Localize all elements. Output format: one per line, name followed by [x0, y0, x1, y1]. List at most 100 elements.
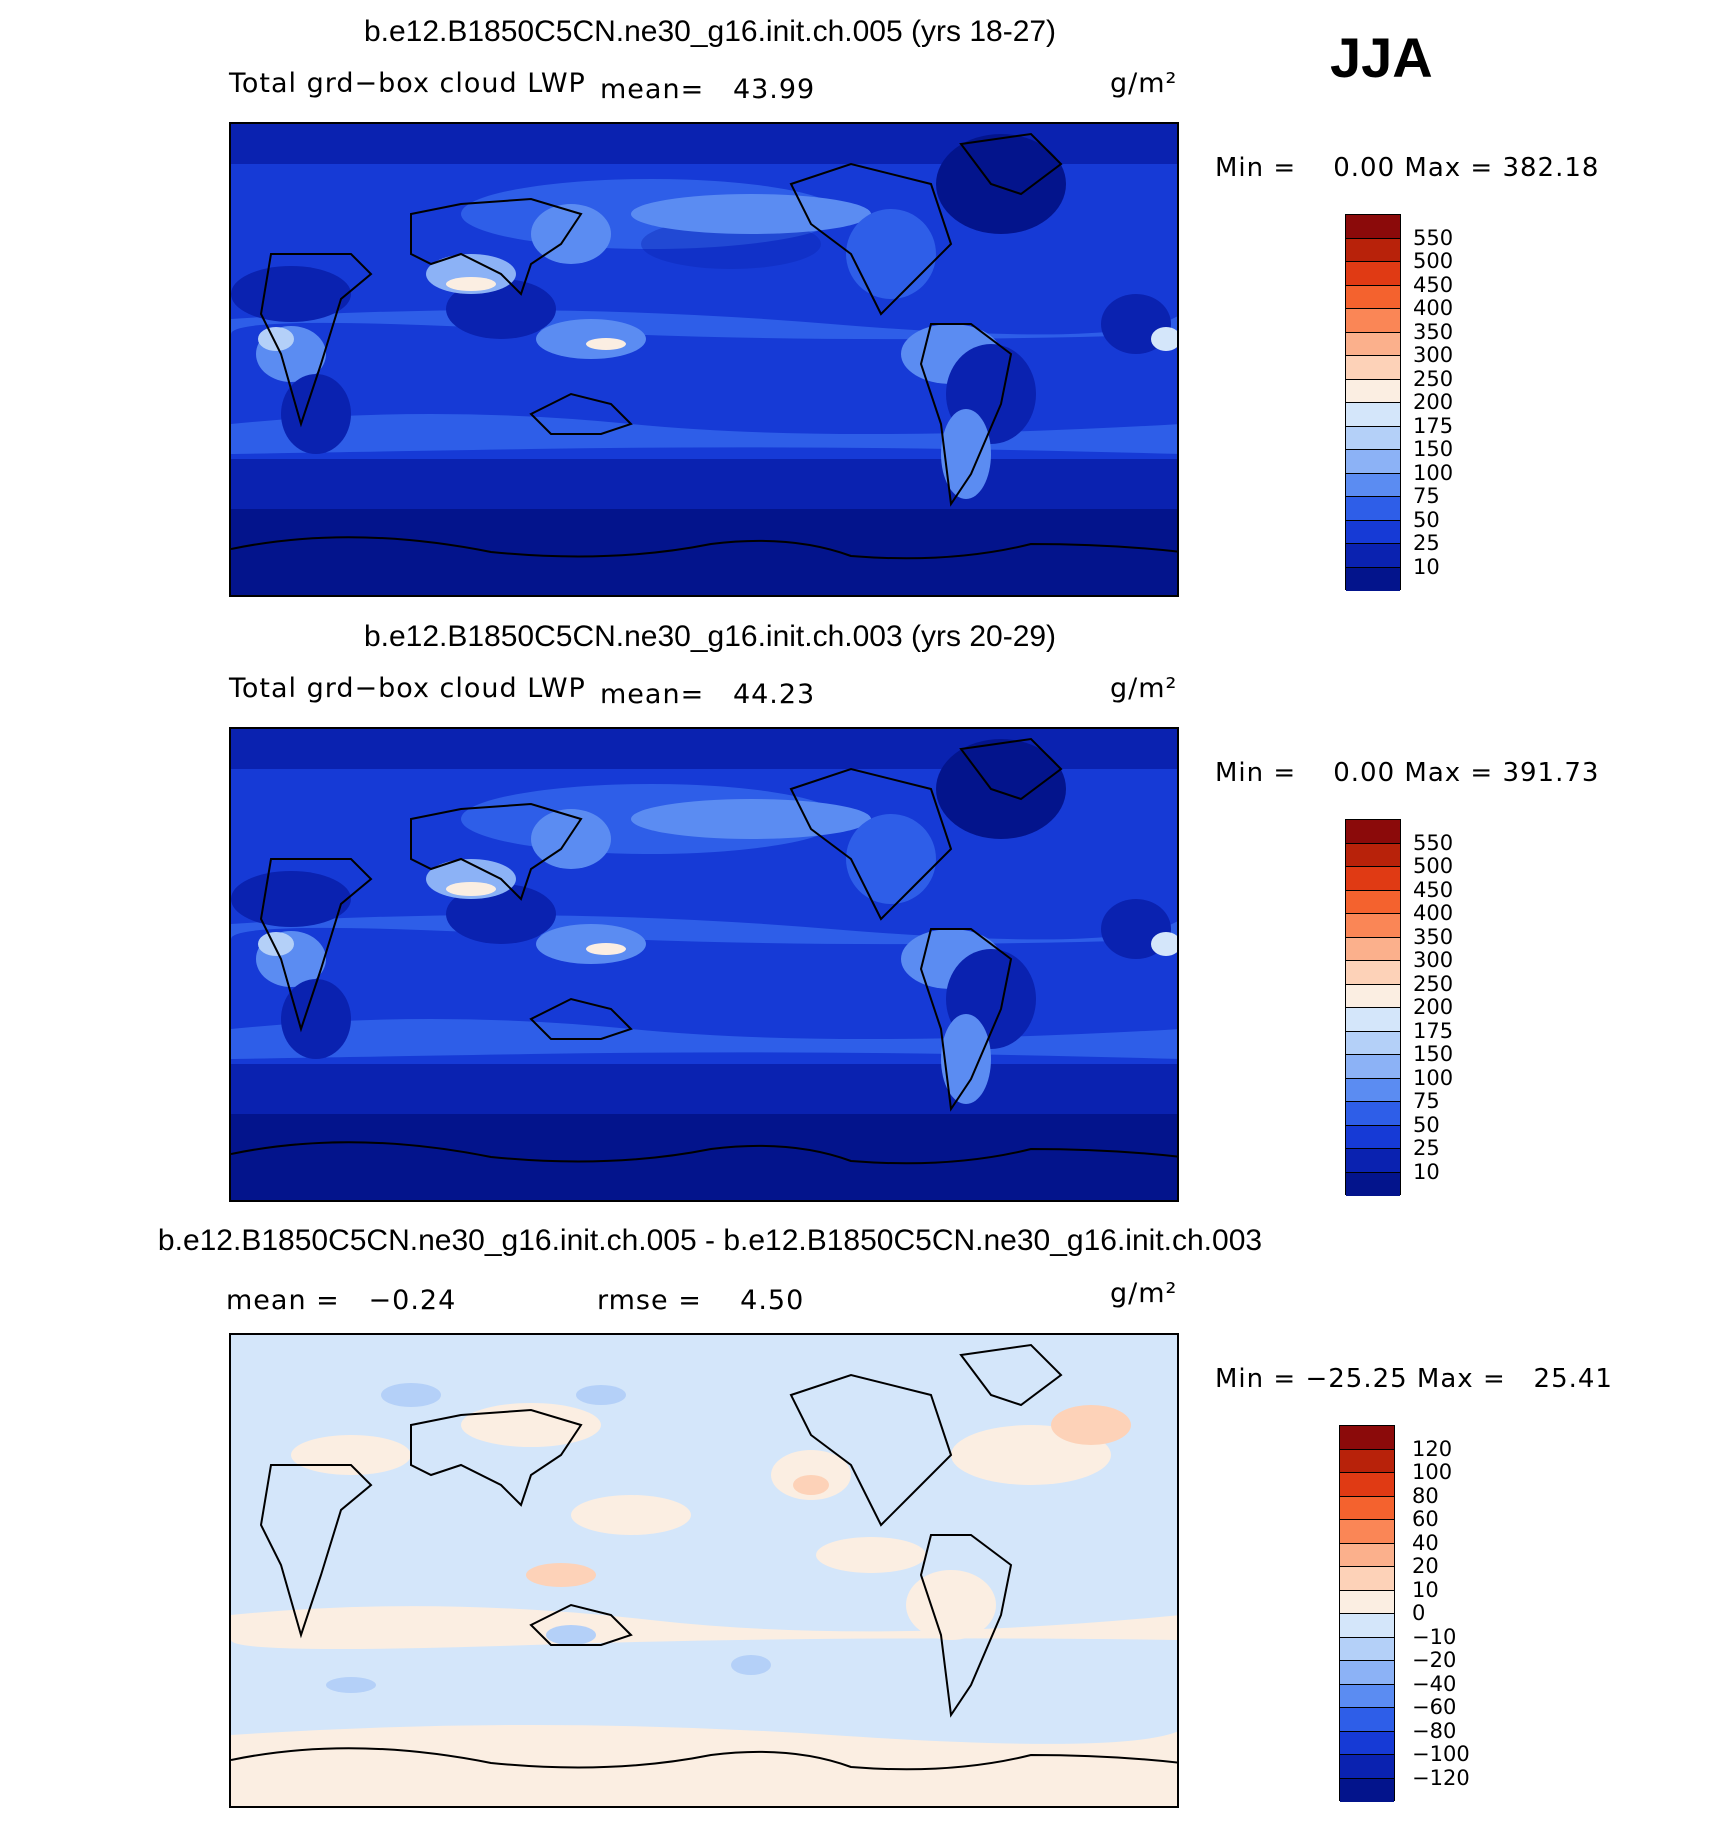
colorbar-label: 20 [1412, 1554, 1439, 1578]
colorbar-segment [1346, 867, 1400, 891]
colorbar-segment [1340, 1778, 1394, 1802]
colorbar-label: 120 [1412, 1436, 1453, 1461]
colorbar-segment [1340, 1755, 1394, 1779]
panel-2-variable: Total grd−box cloud LWP [229, 673, 586, 704]
colorbar-label: −10 [1412, 1624, 1457, 1649]
colorbar-label: 100 [1412, 1460, 1453, 1484]
lwp-map-1 [231, 124, 1177, 595]
panel-1-map [229, 122, 1179, 597]
colorbar-segment [1346, 937, 1400, 961]
lwp-map-2 [231, 729, 1177, 1200]
colorbar-segment [1340, 1449, 1394, 1473]
colorbar-label: 350 [1413, 319, 1454, 344]
panel-1-colorbar [1345, 214, 1401, 591]
colorbar-segment [1346, 843, 1400, 867]
colorbar-segment [1346, 1008, 1400, 1032]
colorbar-label: 100 [1413, 460, 1454, 485]
season-label: JJA [1330, 26, 1433, 89]
colorbar-label: 10 [1413, 554, 1440, 579]
colorbar-segment [1346, 262, 1400, 286]
colorbar-label: 40 [1412, 1530, 1439, 1555]
colorbar-label: −60 [1412, 1695, 1457, 1719]
colorbar-segment [1346, 914, 1400, 938]
colorbar-segment [1346, 890, 1400, 914]
colorbar-label: 500 [1413, 854, 1454, 878]
colorbar-segment [1346, 961, 1400, 985]
panel-1-mean: mean= 43.99 [600, 74, 816, 105]
colorbar-segment [1340, 1731, 1394, 1755]
colorbar-segment [1346, 1102, 1400, 1126]
colorbar-segment [1346, 215, 1400, 239]
colorbar-segment [1346, 544, 1400, 568]
colorbar-segment [1346, 1055, 1400, 1079]
colorbar-label: 150 [1413, 437, 1454, 461]
colorbar-label: 250 [1413, 366, 1454, 391]
panel-1-minmax: Min = 0.00 Max = 382.18 [1215, 153, 1600, 183]
colorbar-label: 400 [1413, 296, 1454, 320]
colorbar-label: 200 [1413, 995, 1454, 1019]
panel-2-map [229, 727, 1179, 1202]
colorbar-label: 550 [1413, 830, 1454, 855]
colorbar-segment [1340, 1567, 1394, 1591]
colorbar-label: 80 [1412, 1483, 1439, 1508]
colorbar-segment [1340, 1543, 1394, 1567]
colorbar-label: 500 [1413, 249, 1454, 273]
colorbar-label: 0 [1412, 1601, 1426, 1625]
lwp-difference-map [231, 1335, 1177, 1806]
colorbar-label: 25 [1413, 1136, 1440, 1160]
colorbar-segment [1346, 497, 1400, 521]
colorbar-segment [1340, 1426, 1394, 1450]
panel-3-map [229, 1333, 1179, 1808]
colorbar-segment [1346, 403, 1400, 427]
colorbar-label: 50 [1413, 507, 1440, 532]
colorbar-segment [1340, 1496, 1394, 1520]
colorbar-label: −80 [1412, 1718, 1457, 1743]
colorbar-segment [1346, 567, 1400, 591]
colorbar-segment [1346, 1149, 1400, 1173]
colorbar-segment [1346, 356, 1400, 380]
colorbar-label: 25 [1413, 531, 1440, 555]
colorbar-label: 75 [1413, 484, 1440, 508]
colorbar-segment [1346, 820, 1400, 844]
panel-2-colorbar [1345, 819, 1401, 1196]
colorbar-label: 175 [1413, 413, 1454, 438]
colorbar-label: 550 [1413, 225, 1454, 250]
panel-3-rmse: rmse = 4.50 [597, 1285, 805, 1316]
colorbar-segment [1346, 426, 1400, 450]
panel-3-title: b.e12.B1850C5CN.ne30_g16.init.ch.005 - b… [157, 1224, 1263, 1257]
colorbar-label: 10 [1412, 1577, 1439, 1602]
colorbar-label: 50 [1413, 1112, 1440, 1137]
colorbar-segment [1340, 1661, 1394, 1685]
colorbar-label: 350 [1413, 924, 1454, 949]
colorbar-segment [1346, 520, 1400, 544]
panel-2-mean: mean= 44.23 [600, 679, 816, 710]
colorbar-segment [1346, 238, 1400, 262]
colorbar-label: −40 [1412, 1671, 1457, 1696]
colorbar-label: 175 [1413, 1018, 1454, 1043]
colorbar-label: −120 [1412, 1765, 1470, 1790]
colorbar-segment [1340, 1520, 1394, 1544]
panel-2-units: g/m² [1110, 673, 1178, 704]
panel-3-minmax: Min = −25.25 Max = 25.41 [1215, 1364, 1613, 1394]
colorbar-label: 300 [1413, 948, 1454, 972]
panel-2-minmax: Min = 0.00 Max = 391.73 [1215, 758, 1600, 788]
colorbar-label: 10 [1413, 1159, 1440, 1184]
colorbar-segment [1340, 1708, 1394, 1732]
colorbar-label: 100 [1413, 1065, 1454, 1090]
colorbar-segment [1346, 450, 1400, 474]
colorbar-segment [1340, 1614, 1394, 1638]
panel-3-units: g/m² [1110, 1278, 1178, 1309]
colorbar-segment [1346, 285, 1400, 309]
colorbar-segment [1346, 1125, 1400, 1149]
colorbar-label: 300 [1413, 343, 1454, 367]
panel-1-units: g/m² [1110, 68, 1178, 99]
colorbar-segment [1346, 309, 1400, 333]
colorbar-segment [1340, 1684, 1394, 1708]
colorbar-label: 450 [1413, 877, 1454, 902]
colorbar-label: 250 [1413, 971, 1454, 996]
colorbar-segment [1340, 1637, 1394, 1661]
panel-1-title: b.e12.B1850C5CN.ne30_g16.init.ch.005 (yr… [363, 15, 1057, 48]
colorbar-segment [1346, 473, 1400, 497]
panel-2-title: b.e12.B1850C5CN.ne30_g16.init.ch.003 (yr… [363, 620, 1057, 653]
colorbar-label: −100 [1412, 1742, 1470, 1766]
